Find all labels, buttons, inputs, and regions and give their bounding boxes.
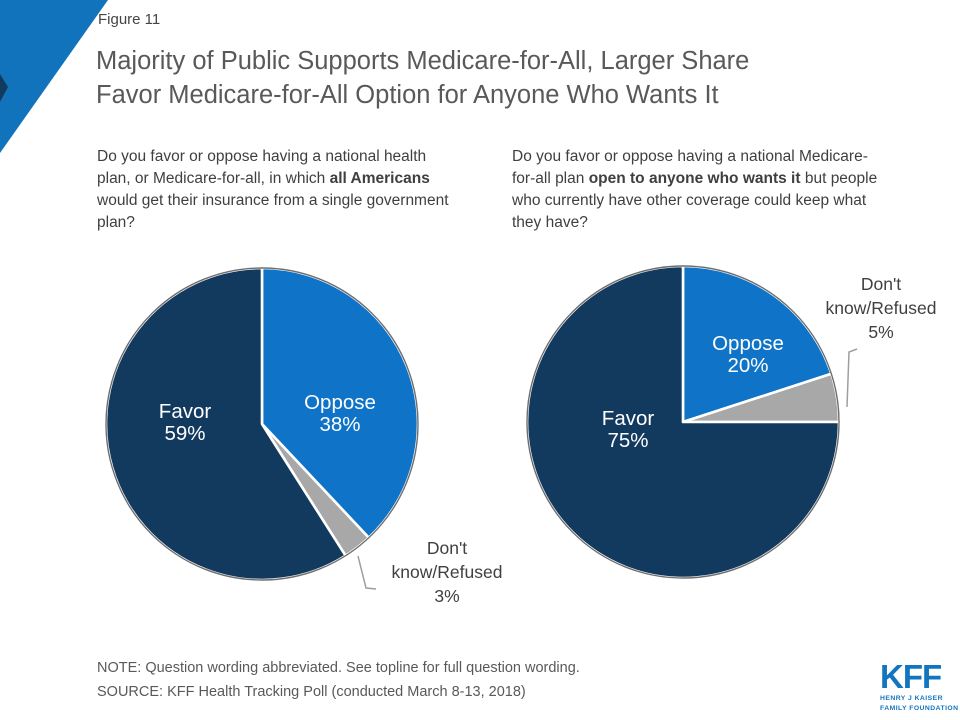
question-left: Do you favor or oppose having a national… xyxy=(97,146,449,234)
corner-accent-dark-sliver xyxy=(0,74,8,102)
slice-label-dontknow-right: Don't know/Refused 5% xyxy=(801,272,960,344)
kff-logo-tagline-1: HENRY J KAISER xyxy=(880,695,943,702)
figure-label: Figure 11 xyxy=(98,11,161,28)
question-text: Do you favor or oppose having a national… xyxy=(97,148,427,187)
kff-logo: KFF HENRY J KAISER FAMILY FOUNDATION xyxy=(880,660,960,713)
slice-label-oppose-left: Oppose 38% xyxy=(270,392,410,436)
slice-label-value: 59% xyxy=(164,422,206,445)
question-bold-text: all Americans xyxy=(329,170,430,187)
question-bold-text: open to anyone who wants it xyxy=(588,170,801,187)
question-text: Do you favor or oppose having a national… xyxy=(512,148,868,187)
slice-label-text: know/Refused xyxy=(825,298,937,318)
slice-label-text: know/Refused xyxy=(391,562,503,582)
slice-label-text: Favor xyxy=(158,400,212,423)
slice-label-value: 20% xyxy=(727,354,769,377)
slice-label-value: 38% xyxy=(319,413,361,436)
pie-chart-right xyxy=(525,264,841,580)
slice-label-value: 5% xyxy=(868,322,894,342)
slice-label-text: Oppose xyxy=(712,332,784,355)
pie-outline xyxy=(526,265,840,579)
title-line-2: Favor Medicare-for-All Option for Anyone… xyxy=(96,81,719,109)
question-right: Do you favor or oppose having a national… xyxy=(512,146,880,234)
kff-logo-wordmark: KFF xyxy=(880,658,942,695)
question-text: would get their insurance from a single … xyxy=(97,192,449,231)
source-text: SOURCE: KFF Health Tracking Poll (conduc… xyxy=(97,684,526,700)
slice-label-text: Favor xyxy=(601,407,655,430)
slice-label-favor-right: Favor 75% xyxy=(558,408,698,452)
slice-label-favor-left: Favor 59% xyxy=(115,401,255,445)
slice-label-value: 3% xyxy=(434,586,460,606)
slice-label-text: Don't xyxy=(426,538,468,558)
note-text: NOTE: Question wording abbreviated. See … xyxy=(97,660,580,676)
leader-line-right xyxy=(846,348,858,408)
slice-label-text: Oppose xyxy=(304,391,376,414)
slice-label-dontknow-left: Don't know/Refused 3% xyxy=(367,536,527,608)
title-line-1: Majority of Public Supports Medicare-for… xyxy=(96,47,750,75)
pie-outline xyxy=(105,267,419,581)
slice-label-value: 75% xyxy=(607,429,649,452)
slice-label-oppose-right: Oppose 20% xyxy=(678,333,818,377)
pie-chart-left xyxy=(104,266,420,582)
slice-label-text: Don't xyxy=(860,274,902,294)
kff-logo-tagline-2: FAMILY FOUNDATION xyxy=(880,705,959,712)
question-text: but people who currently have other cove… xyxy=(512,170,878,231)
page-title: Majority of Public Supports Medicare-for… xyxy=(96,44,749,112)
